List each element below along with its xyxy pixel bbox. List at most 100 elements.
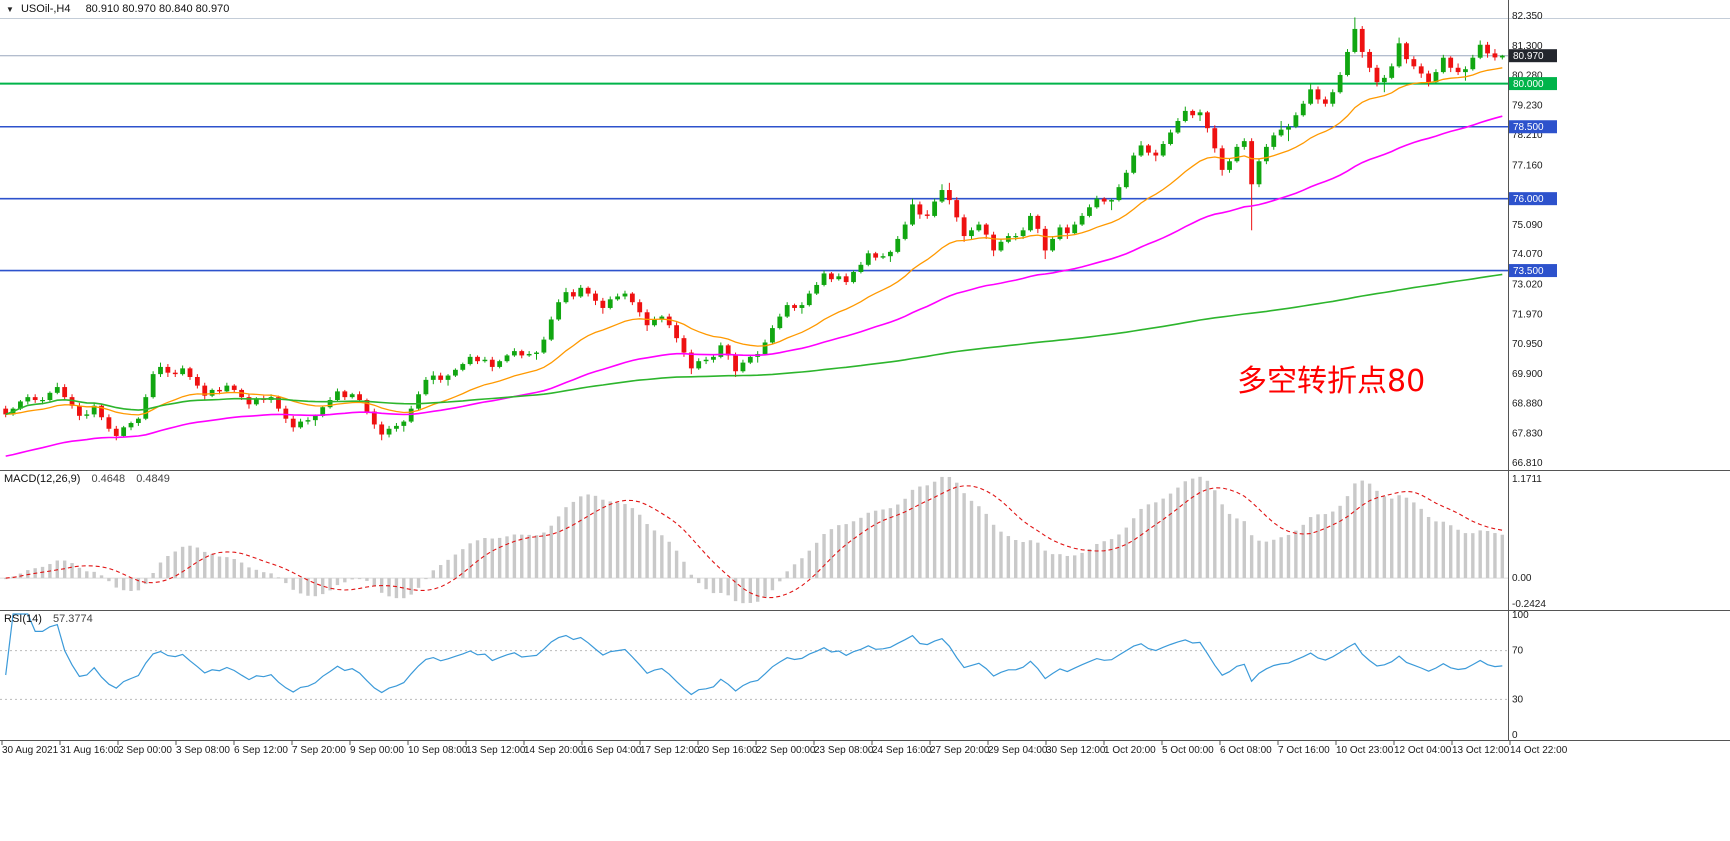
time-axis[interactable] [0,741,1730,763]
candle [534,352,539,354]
macd-histogram-bar [217,556,222,579]
candle [1263,146,1269,162]
candle [489,359,495,367]
macd-histogram-bar [1006,536,1011,579]
macd-histogram-bar [667,541,671,579]
candle [209,389,215,396]
candle [379,424,385,435]
candle [1013,236,1019,238]
macd-histogram-bar [107,578,111,582]
macd-histogram-bar [1412,502,1416,579]
macd-histogram-bar [1485,530,1490,579]
candle [659,316,665,320]
time-axis-label: 16 Sep 04:00 [582,745,642,756]
candle [1020,230,1026,237]
candle [644,312,650,326]
macd-histogram-bar [792,564,797,579]
candle [1381,77,1387,83]
current-price-badge [1509,49,1557,63]
macd-histogram-bar [1168,493,1173,579]
candle [25,397,31,402]
candle [40,400,45,402]
macd-histogram-bar [962,493,966,579]
candle [394,425,399,429]
macd-histogram-bar [1213,490,1217,579]
candle [3,408,9,415]
candle [556,302,562,320]
macd-histogram-bar [1161,498,1165,579]
macd-histogram-bar [660,535,664,579]
candle [578,287,584,297]
candle [84,414,90,416]
candle [1256,161,1262,185]
candle [1042,228,1048,251]
candle [1057,227,1063,239]
macd-histogram-bar [1308,517,1313,579]
macd-histogram-bar [1471,533,1475,579]
candle [1035,215,1041,229]
macd-histogram-bar [1028,540,1033,579]
candle [416,394,421,409]
macd-histogram-bar [1073,555,1077,579]
macd-histogram-bar [1360,480,1364,579]
macd-histogram-bar [512,534,517,579]
candle [312,415,318,421]
candle [983,224,989,235]
candle [1293,115,1299,127]
macd-histogram-bar [910,489,915,579]
macd-histogram-bar [483,538,487,579]
chart-annotation[interactable]: 多空转折点80 [1237,364,1426,399]
candle [777,316,783,329]
macd-histogram-bar [999,531,1003,579]
macd-histogram-bar [1139,508,1143,579]
macd-histogram-bar [549,525,553,579]
time-axis-label: 12 Oct 04:00 [1394,745,1452,756]
macd-histogram-bar [1331,511,1335,579]
candle [976,224,982,231]
price-tick-label: 68.880 [1512,398,1543,409]
candle [357,394,362,401]
time-axis-label: 9 Sep 00:00 [350,745,404,756]
candle [135,418,141,424]
candle [1064,227,1070,234]
macd-histogram-bar [601,499,605,579]
price-tick-label: 67.830 [1512,429,1543,440]
macd-histogram-bar [1190,478,1195,579]
candle [253,398,259,405]
candle [1352,28,1358,52]
candle [1116,187,1122,201]
time-axis-label: 30 Aug 2021 [2,745,59,756]
macd-histogram-bar [542,532,546,579]
macd-histogram-bar [652,530,657,579]
symbol-dropdown-icon[interactable]: ▼ [6,5,14,14]
candle [349,394,355,398]
macd-histogram-bar [630,508,635,579]
candle [1234,146,1240,162]
time-axis-label: 7 Oct 16:00 [1278,745,1330,756]
macd-histogram-bar [1154,502,1158,579]
time-axis-label: 31 Aug 16:00 [60,745,119,756]
candle [511,351,517,356]
candle [62,387,68,398]
macd-histogram-bar [1080,552,1084,579]
candle [1448,57,1454,68]
macd-histogram-bar [85,571,89,579]
macd-histogram-bar [1235,518,1239,579]
macd-histogram-bar [1434,521,1438,579]
candle [1396,43,1402,67]
macd-histogram-bar [1301,524,1305,579]
macd-histogram-bar [1095,543,1099,579]
candle [969,230,974,237]
candle [902,224,908,239]
macd-histogram-bar [1449,525,1453,579]
candle [593,293,598,301]
macd-histogram-bar [1124,527,1129,579]
candle [202,385,208,396]
candle [1094,198,1100,208]
candle [69,397,75,406]
candle [172,372,178,375]
macd-histogram-bar [284,578,288,584]
candle [165,366,171,373]
